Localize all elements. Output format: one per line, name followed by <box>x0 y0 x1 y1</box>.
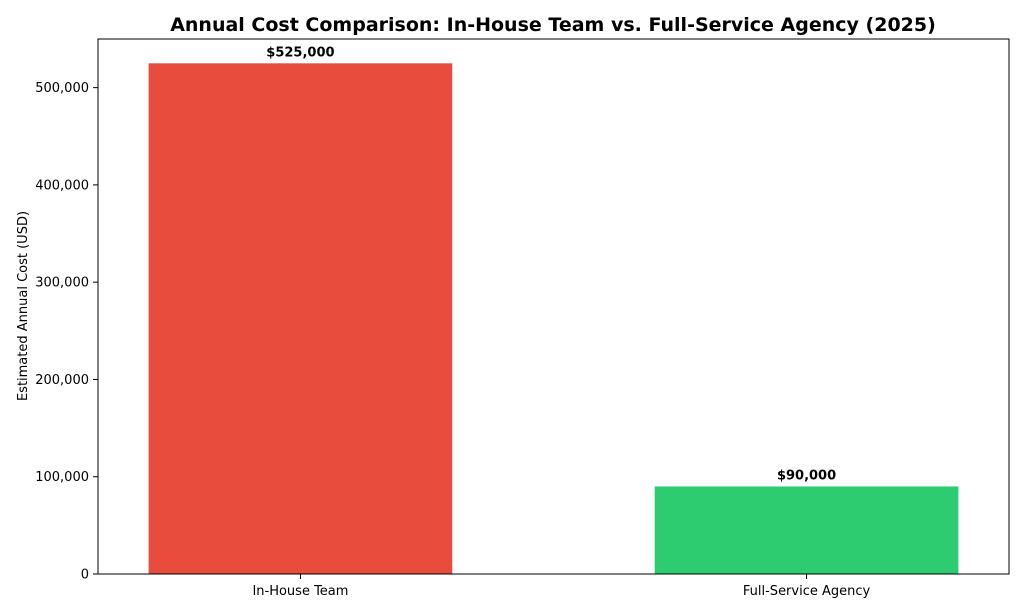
y-tick-label: 0 <box>81 568 89 583</box>
x-tick-label: In-House Team <box>252 584 348 599</box>
bar-in-house-team <box>148 63 453 575</box>
y-tick-label: 400,000 <box>35 178 89 193</box>
bar-value-label: $90,000 <box>777 468 836 483</box>
y-axis-label: Estimated Annual Cost (USD) <box>16 211 31 401</box>
bar-full-service-agency <box>654 486 959 574</box>
bar-value-label: $525,000 <box>266 45 334 60</box>
plot-frame <box>97 38 1010 575</box>
chart-title: Annual Cost Comparison: In-House Team vs… <box>170 14 936 36</box>
x-tick-label: Full-Service Agency <box>743 584 871 599</box>
bars-layer <box>148 63 959 575</box>
y-axis-ticks: 0 100,000 200,000 300,000 400,000 500,000 <box>35 81 98 583</box>
data-labels-layer: $525,000 $90,000 <box>266 45 836 483</box>
x-axis-ticks: In-House Team Full-Service Agency <box>252 574 871 599</box>
y-tick-label: 100,000 <box>35 470 89 485</box>
y-tick-label: 200,000 <box>35 373 89 388</box>
y-tick-label: 500,000 <box>35 81 89 96</box>
y-tick-label: 300,000 <box>35 276 89 291</box>
